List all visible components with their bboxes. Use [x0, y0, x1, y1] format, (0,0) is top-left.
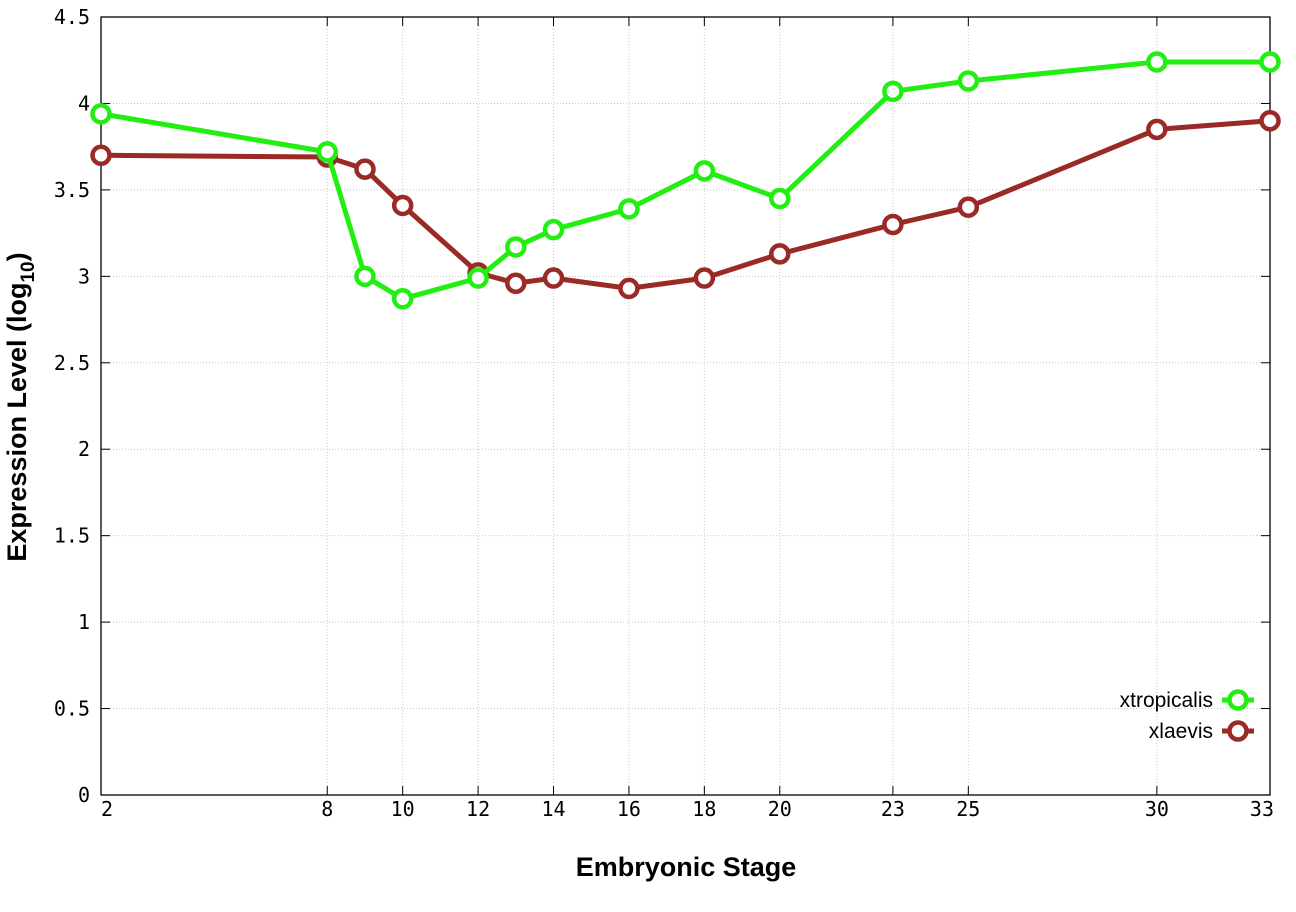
x-tick-label: 12 [466, 797, 490, 821]
data-point-xtropicalis [882, 80, 904, 103]
data-point-xtropicalis [467, 267, 489, 289]
x-tick-label: 8 [321, 797, 333, 821]
axes [100, 16, 1271, 796]
data-point-xlaevis [618, 277, 640, 300]
data-point-xtropicalis [316, 141, 339, 163]
data-point-xtropicalis [505, 236, 527, 258]
data-point-xlaevis [693, 267, 716, 289]
series-lines [90, 51, 1281, 310]
data-point-xlaevis [1146, 118, 1168, 141]
data-point-xlaevis [542, 267, 565, 289]
legend: xtropicalis xlaevis [1120, 689, 1254, 743]
x-tick-label: 10 [391, 797, 415, 821]
data-point-xtropicalis [391, 288, 414, 310]
data-point-xtropicalis [542, 218, 565, 241]
x-tick-label: 33 [1250, 797, 1274, 821]
x-tick-label: 30 [1145, 797, 1169, 821]
data-point-xtropicalis [1259, 51, 1281, 73]
data-point-xtropicalis [957, 70, 980, 92]
data-point-xlaevis [391, 194, 414, 217]
data-point-xlaevis [90, 144, 112, 167]
x-tick-label: 20 [768, 797, 792, 821]
x-axis-title: Embryonic Stage [576, 852, 797, 882]
legend-label: xlaevis [1149, 720, 1213, 743]
y-axis-title: Expression Level (log10) [2, 252, 39, 561]
y-tick-label: 0 [78, 783, 90, 807]
y-tick-label: 4 [78, 91, 90, 115]
y-axis-title-close: ) [2, 252, 32, 261]
y-axis-title-subscript: 10 [18, 261, 39, 282]
plot-border [100, 16, 1271, 796]
data-point-xtropicalis [90, 103, 112, 125]
x-tick-label: 16 [617, 797, 641, 821]
data-point-xlaevis [957, 196, 980, 218]
x-tick-label: 25 [956, 797, 980, 821]
legend-marker [1227, 720, 1249, 742]
y-tick-label: 3.5 [54, 178, 90, 202]
data-point-xlaevis [882, 213, 904, 236]
x-tick-label: 14 [541, 797, 565, 821]
data-point-xlaevis [769, 243, 791, 265]
legend-marker [1227, 689, 1249, 711]
data-point-xtropicalis [1146, 51, 1168, 73]
tick-labels: 0 0.5 1 1.5 2 2.5 3 3.5 4 4.5 2 8 10 12 14 16 18 20 23 25 30… [54, 5, 1274, 821]
y-tick-label: 0.5 [54, 697, 90, 721]
data-point-xtropicalis [693, 160, 716, 182]
y-axis-title-main: Expression Level (log [2, 283, 32, 562]
data-point-xlaevis [1259, 109, 1281, 132]
legend-label: xtropicalis [1120, 689, 1213, 712]
y-tick-label: 1.5 [54, 524, 90, 548]
grid-lines [101, 17, 1270, 795]
y-tick-label: 2.5 [54, 351, 90, 375]
x-tick-label: 23 [881, 797, 905, 821]
x-tick-label: 2 [101, 797, 113, 821]
y-tick-label: 4.5 [54, 5, 90, 29]
data-point-xlaevis [505, 272, 527, 294]
data-point-xtropicalis [354, 265, 376, 288]
series-line-xtropicalis [100, 59, 1270, 302]
y-tick-label: 3 [78, 264, 90, 288]
y-tick-label: 2 [78, 437, 90, 461]
data-point-xtropicalis [769, 187, 791, 210]
x-tick-label: 18 [692, 797, 716, 821]
data-point-xlaevis [354, 158, 376, 180]
y-tick-label: 1 [78, 610, 90, 634]
data-point-xtropicalis [618, 198, 640, 220]
